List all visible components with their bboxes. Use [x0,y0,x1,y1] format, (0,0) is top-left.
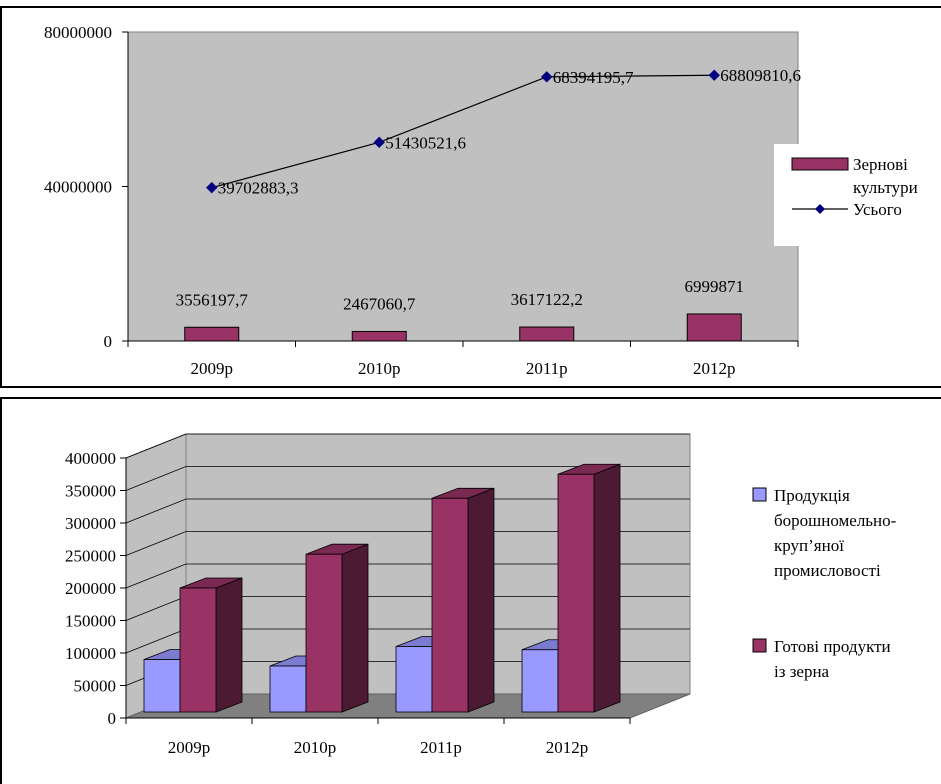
chart2-bar-grain-side [593,463,621,713]
chart1-bar-label: 3617122,2 [511,290,583,309]
chart1-bar [686,313,742,342]
chart2-x-tick-label: 2011р [420,738,462,757]
chart2-gridline [125,498,690,524]
chart2-y-tick-label: 300000 [65,514,116,533]
chart2-y-tick-label: 350000 [65,482,116,501]
chart1-legend-label-bars: культури [853,178,918,197]
chart2-y-tick-label: 100000 [65,644,116,663]
chart1-line-label: 68394195,7 [553,68,634,87]
chart2-bar-grain [179,587,217,713]
chart1-x-tick-label: 2012р [693,359,736,378]
chart1-bar-label: 3556197,7 [176,290,249,309]
chart1-series-line [211,74,715,189]
chart1-x-tick-label: 2009р [191,359,234,378]
chart2-y-tick-label: 0 [108,709,117,728]
chart1-bar [351,330,407,342]
chart1-y-tick-label: 0 [104,332,113,351]
chart2-svg: 0 50000 100000 150000 200000 250000 300000 3500… [65,433,897,757]
chart2-y-tick-label: 400000 [65,449,116,468]
chart2-bar-grain [557,473,595,713]
chart1-legend-label-bars: Зернові [853,155,908,174]
chart2-bar-grain-side [341,543,369,713]
chart1-legend-swatch-marker [815,204,825,214]
chart1-line-marker [708,69,720,81]
chart2-bar-flour [395,646,433,713]
chart2-legend-swatch-flour [752,487,767,502]
chart2-bar-flour [143,659,181,713]
chart2-bar-flour [269,665,307,713]
chart2-y-tick-label: 150000 [65,612,116,631]
chart2-frame: 0 50000 100000 150000 200000 250000 300000 3500… [0,397,941,784]
chart1-x-tick-label: 2011р [526,359,568,378]
chart2-gridline [125,433,690,459]
chart2-legend-label-flour: промисловості [774,561,881,580]
chart2-legend-label-flour: круп’яної [774,536,844,555]
chart1-bar-label: 6999871 [685,277,745,296]
chart1-plot-area [127,31,799,342]
chart1-y-tick-label: 40000000 [44,178,112,197]
chart2-gridline [125,563,690,589]
chart1-x-tick-label: 2010р [358,359,401,378]
chart2-bar-grain [431,497,469,713]
chart2-gridline [125,531,690,556]
chart1-bar [184,326,240,342]
chart2-legend-label-grain: Готові продукти [774,637,891,656]
chart2-y-tick-label: 50000 [74,677,117,696]
chart1-legend-label-line: Усього [853,200,902,219]
chart2-bar-flour [521,649,559,713]
chart2-x-tick-label: 2010р [294,738,337,757]
chart2-bar-grain [305,553,343,713]
chart2-y-tick-label: 250000 [65,547,116,566]
chart2-legend-label-grain: із зерна [774,662,830,681]
chart2-legend-swatch-grain [752,638,767,653]
chart1-line-label: 39702883,3 [218,179,299,198]
chart1-y-tick-label: 80000000 [44,23,112,42]
chart2-bar-grain-side [467,487,495,713]
chart1-frame: 0 40000000 80000000 2009р 2010р 2011р 2012р 355… [0,6,941,388]
chart2-legend-label-flour: Продукція [774,486,850,505]
chart1-line-marker [373,136,385,149]
chart2-x-tick-label: 2009р [168,738,211,757]
chart1-line-marker [206,181,218,194]
chart1-line-label: 68809810,6 [720,66,801,85]
chart1-line-marker [541,71,553,83]
chart2-bar-grain-side [215,577,243,713]
chart1-line-label: 51430521,6 [385,133,466,152]
chart2-x-tick-label: 2012р [546,738,589,757]
chart1-svg: 0 40000000 80000000 2009р 2010р 2011р 2012р 355… [44,23,941,378]
chart2-gridline [125,466,690,491]
chart1-bar [519,326,575,342]
chart1-bar-label: 2467060,7 [343,294,416,313]
chart2-legend-label-flour: борошномельно- [774,511,897,530]
chart1-legend-swatch-bars [791,157,849,171]
chart2-y-tick-label: 200000 [65,579,116,598]
